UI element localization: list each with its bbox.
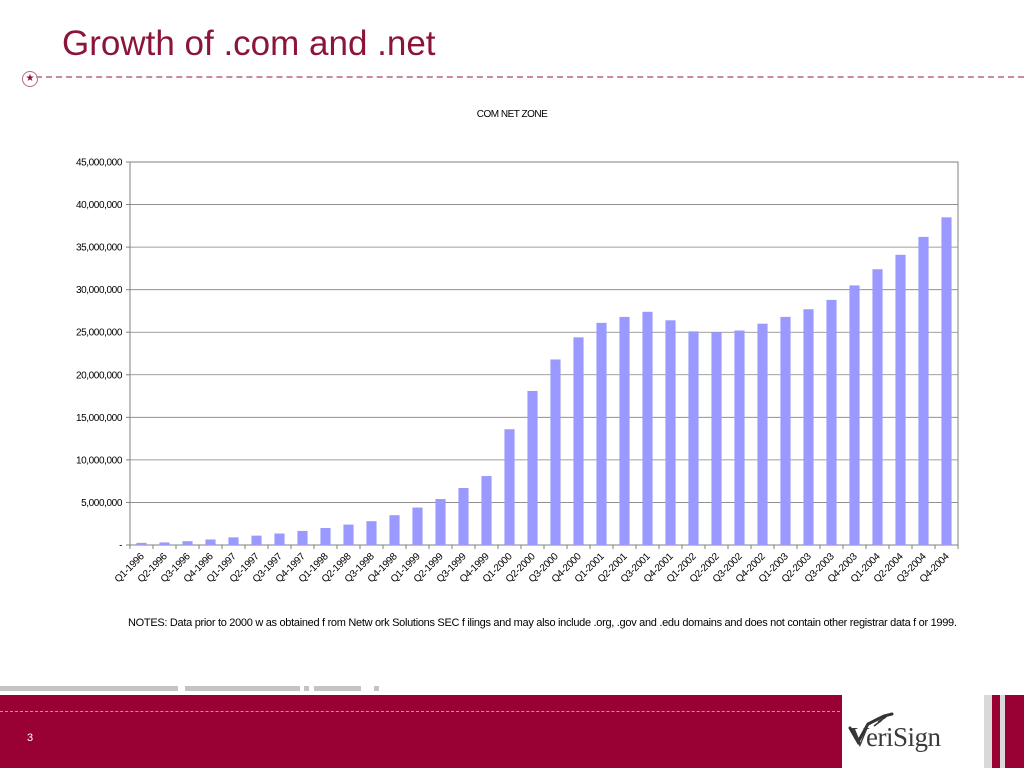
bar [320, 527, 331, 545]
bar [803, 309, 814, 545]
bar [504, 429, 515, 545]
chart-title: COM NET ZONE [477, 109, 548, 120]
bar [665, 320, 676, 545]
bar [573, 337, 584, 545]
chart-notes: NOTES: Data prior to 2000 w as obtained … [128, 617, 957, 629]
bar [366, 521, 377, 545]
bar [274, 533, 285, 545]
bar [251, 535, 262, 545]
logo-side-bar-thin [1000, 695, 1005, 768]
verisign-logo: VeriSign [850, 722, 941, 752]
title-star-icon: ★ [22, 71, 38, 87]
bar [688, 331, 699, 545]
page-number: 3 [27, 732, 34, 744]
decorative-divider-bars [0, 686, 1024, 691]
y-tick-label: 35,000,000 [76, 243, 123, 254]
bar [780, 316, 791, 545]
y-tick-label: 20,000,000 [76, 370, 123, 381]
bar [458, 487, 469, 545]
bar [412, 507, 423, 545]
bar [918, 236, 929, 546]
bar [642, 311, 653, 545]
bar [527, 390, 538, 545]
bar [849, 285, 860, 545]
y-tick-label: 30,000,000 [76, 285, 123, 296]
y-tick-label: 5,000,000 [81, 498, 123, 509]
y-tick-label: 15,000,000 [76, 413, 123, 424]
bar [872, 269, 883, 545]
y-tick-label: 45,000,000 [76, 158, 123, 169]
verisign-check-icon [848, 712, 894, 746]
bar [895, 254, 906, 545]
bar [389, 515, 400, 545]
bar [136, 542, 147, 545]
com-net-zone-chart: COM NET ZONE - 5,000,000 10,000,000 15,000,… [76, 109, 959, 585]
bar [343, 524, 354, 545]
y-tick-label: 10,000,000 [76, 455, 123, 466]
title-divider [36, 76, 1024, 78]
bar [711, 332, 722, 545]
bar [205, 539, 216, 545]
bar [757, 323, 768, 545]
logo-container [842, 695, 984, 768]
bar [619, 316, 630, 545]
bar [734, 330, 745, 545]
y-tick-label: - [119, 541, 122, 552]
logo-side-bar [984, 695, 992, 768]
bar [826, 299, 837, 545]
bar [596, 322, 607, 545]
bar [228, 537, 239, 545]
bar [481, 476, 492, 545]
bar [941, 217, 952, 546]
y-tick-label: 25,000,000 [76, 328, 123, 339]
bar [182, 541, 193, 545]
slide-title: Growth of .com and .net [62, 24, 436, 63]
footer-divider [0, 711, 840, 712]
bar [297, 530, 308, 545]
bar [550, 359, 561, 545]
bar [435, 499, 446, 545]
y-tick-label: 40,000,000 [76, 200, 123, 211]
bar [159, 542, 170, 545]
